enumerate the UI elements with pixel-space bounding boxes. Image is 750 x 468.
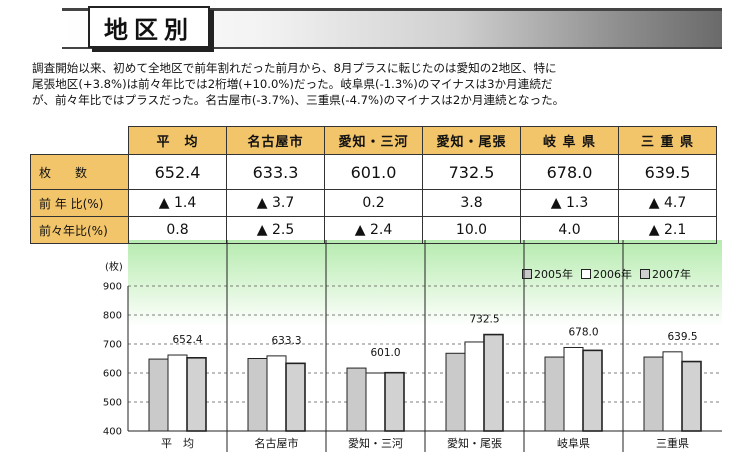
- y-tick-label: 700: [103, 340, 122, 351]
- legend-label: 2006年: [593, 268, 632, 281]
- table-cell: 0.2: [324, 189, 423, 217]
- legend-item: 2007年: [640, 266, 691, 282]
- table-cell: ▲ 2.4: [324, 216, 423, 244]
- data-label: 678.0: [568, 326, 598, 338]
- table-cell: 732.5: [422, 154, 521, 190]
- bar: [365, 372, 386, 432]
- bar: [643, 356, 664, 432]
- bar: [483, 333, 504, 432]
- table-cell: 652.4: [128, 154, 227, 190]
- table-cell: 10.0: [422, 216, 521, 244]
- x-tick-label: 岐阜県: [557, 437, 590, 450]
- chart-legend: 2005年 2006年 2007年: [522, 266, 691, 282]
- column-header: 名古屋市: [226, 126, 325, 155]
- table-cell: 4.0: [520, 216, 619, 244]
- table-cell: ▲ 2.1: [618, 216, 717, 244]
- y-tick-label: 500: [103, 398, 122, 409]
- table-cell: 601.0: [324, 154, 423, 190]
- section-title: 地区別: [104, 14, 194, 44]
- column-header: 平 均: [128, 126, 227, 155]
- legend-swatch: [522, 269, 532, 279]
- legend-item: 2005年: [522, 266, 573, 282]
- table-row: 前 年 比(%) ▲ 1.4 ▲ 3.7 0.2 3.8 ▲ 1.3 ▲ 4.7: [30, 189, 717, 217]
- legend-swatch: [640, 269, 650, 279]
- bar: [285, 362, 306, 432]
- row-header: 前々年比(%): [30, 216, 129, 244]
- column-header: 岐 阜 県: [520, 126, 619, 155]
- data-label: 633.3: [271, 335, 301, 347]
- column-header: 愛知・尾張: [422, 126, 521, 155]
- legend-swatch: [581, 269, 591, 279]
- paragraph-line: 調査開始以来、初めて全地区で前年割れだった前月から、8月プラスに転じたのは愛知の…: [32, 61, 557, 75]
- table-cell: 633.3: [226, 154, 325, 190]
- row-header: 前 年 比(%): [30, 189, 129, 217]
- data-label: 639.5: [667, 331, 697, 343]
- y-axis-label: (枚): [105, 260, 123, 273]
- bar: [266, 355, 287, 432]
- bar: [148, 358, 169, 432]
- bar: [346, 367, 367, 432]
- table-corner: [30, 126, 129, 155]
- column-header: 愛知・三河: [324, 126, 423, 155]
- bar: [186, 357, 207, 432]
- data-table: 平 均 名古屋市 愛知・三河 愛知・尾張 岐 阜 県 三 重 県 枚 数 652…: [30, 126, 717, 244]
- y-tick-label: 800: [103, 311, 122, 322]
- table-cell: 0.8: [128, 216, 227, 244]
- bar: [464, 341, 485, 432]
- bar: [582, 349, 603, 432]
- x-tick-label: 愛知・三河: [348, 436, 403, 450]
- bar: [247, 358, 268, 432]
- bar: [681, 360, 702, 432]
- table-cell: ▲ 2.5: [226, 216, 325, 244]
- x-tick-label: 愛知・尾張: [447, 436, 502, 450]
- summary-paragraph: 調査開始以来、初めて全地区で前年割れだった前月から、8月プラスに転じたのは愛知の…: [32, 60, 732, 108]
- section-title-box: 地区別: [88, 6, 210, 48]
- x-tick-label: 平 均: [161, 437, 194, 450]
- x-tick-label: 三重県: [656, 436, 689, 450]
- table-row: 前々年比(%) 0.8 ▲ 2.5 ▲ 2.4 10.0 4.0 ▲ 2.1: [30, 216, 717, 244]
- legend-label: 2005年: [534, 268, 573, 281]
- y-tick-label: 600: [103, 369, 122, 380]
- y-tick-label: 900: [103, 282, 122, 293]
- bar: [384, 371, 405, 432]
- paragraph-line: 尾張地区(+3.8%)は前々年比では2桁増(+10.0%)だった。岐阜県(-1.…: [32, 77, 553, 91]
- data-label: 732.5: [469, 314, 499, 326]
- bar: [445, 352, 466, 432]
- x-tick-label: 名古屋市: [255, 436, 299, 450]
- data-label: 601.0: [370, 347, 400, 359]
- bar: [662, 351, 683, 432]
- paragraph-line: が、前々年比ではプラスだった。名古屋市(-3.7%)、三重県(-4.7%)のマイ…: [32, 93, 565, 107]
- data-label: 652.4: [172, 334, 202, 346]
- legend-label: 2007年: [652, 268, 691, 281]
- bar: [563, 346, 584, 432]
- legend-item: 2006年: [581, 266, 632, 282]
- bar: [544, 356, 565, 432]
- bar: [167, 354, 188, 432]
- y-tick-label: 400: [103, 427, 122, 438]
